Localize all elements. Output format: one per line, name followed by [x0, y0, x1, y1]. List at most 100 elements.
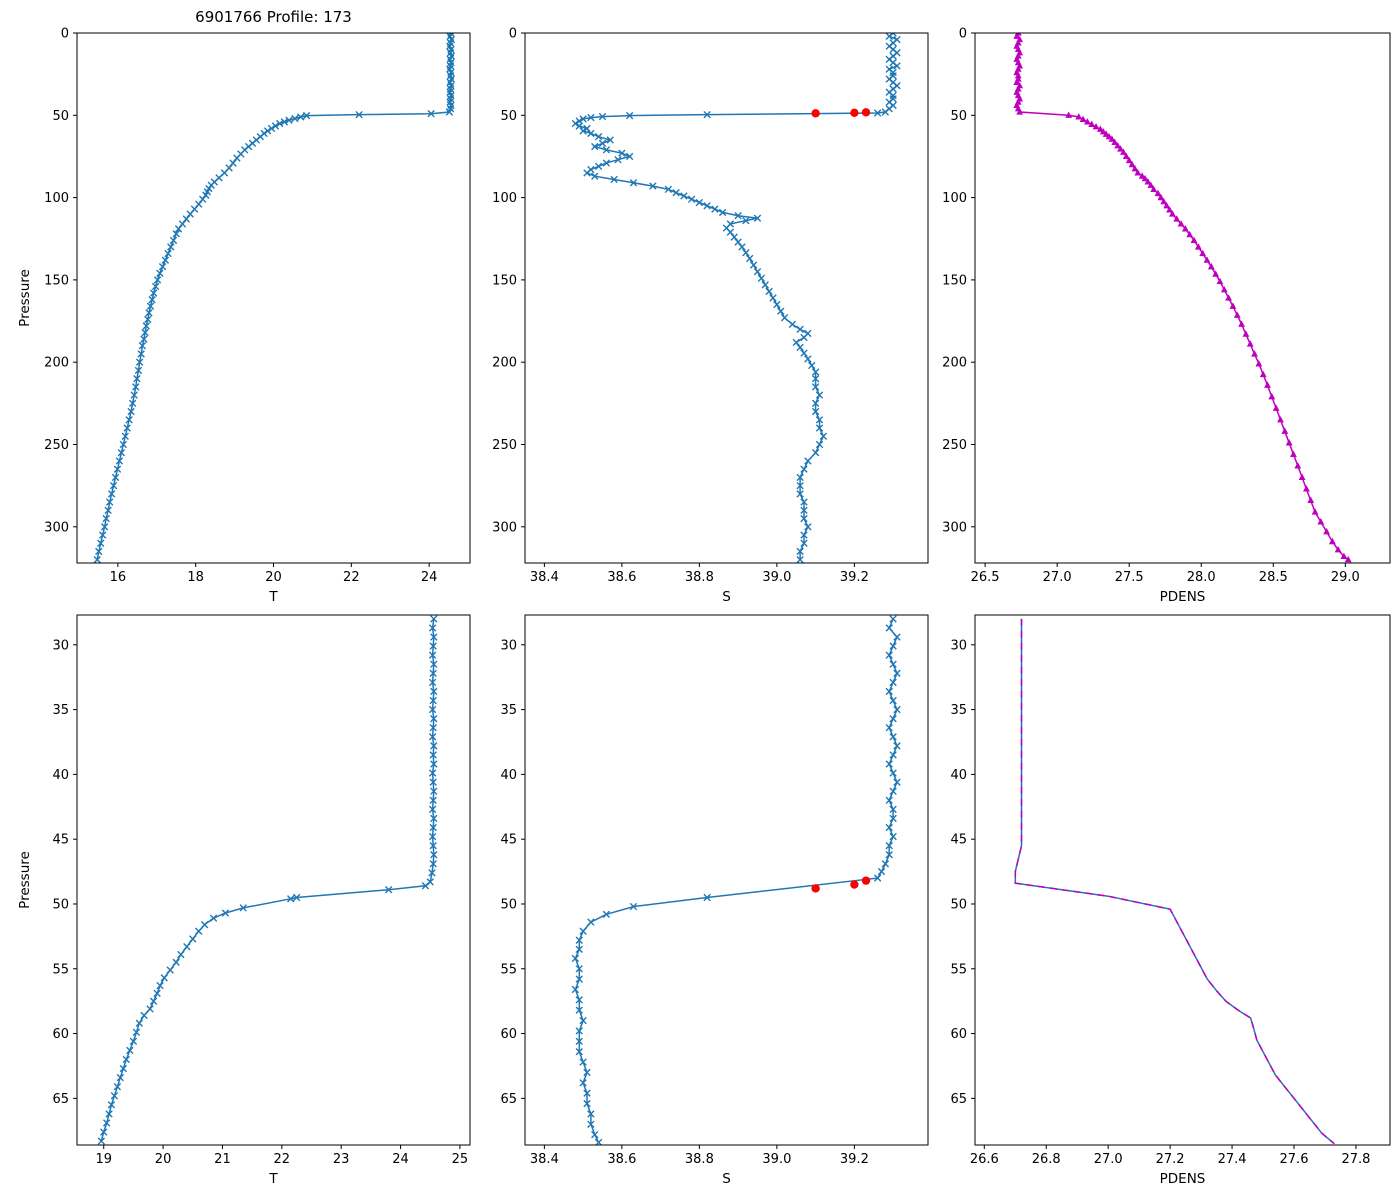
y-tick-label: 200 — [942, 356, 967, 371]
x-tick-label: 23 — [333, 1152, 350, 1167]
y-tick-label: 300 — [942, 520, 967, 535]
x-tick-label: 24 — [421, 570, 438, 585]
x-axis-label: S — [722, 589, 731, 605]
series-markers-salinity-flagged — [811, 876, 871, 893]
x-tick-label: 18 — [187, 570, 204, 585]
y-tick-label: 300 — [44, 520, 69, 535]
x-tick-label: 27.0 — [1043, 570, 1072, 585]
x-tick-label: 24 — [392, 1152, 409, 1167]
axes-frame — [974, 32, 1391, 564]
y-tick-label: 40 — [500, 768, 517, 783]
x-tick-label: 28.5 — [1259, 570, 1288, 585]
y-tick-label: 250 — [492, 438, 517, 453]
x-tick-label: 29.0 — [1331, 570, 1360, 585]
x-tick-label: 20 — [155, 1152, 172, 1167]
x-tick-label: 27.6 — [1280, 1152, 1309, 1167]
x-tick-label: 38.8 — [685, 1152, 714, 1167]
x-tick-label: 22 — [343, 570, 360, 585]
y-tick-label: 35 — [500, 703, 517, 718]
series-line-potential-density-dashed — [1014, 618, 1335, 1145]
y-axis-label: Pressure — [17, 269, 33, 327]
y-axis-label: Pressure — [17, 851, 33, 909]
x-tick-label: 38.8 — [685, 570, 714, 585]
series-markers-potential-density — [1013, 33, 1352, 563]
chart-pdens-zoom: 26.6 26.8 27.0 27.2 27.4 27.6 27.8 30 35 40 45 50 55… — [950, 614, 1391, 1187]
y-tick-label: 100 — [942, 191, 967, 206]
y-tick-label: 50 — [500, 897, 517, 912]
y-tick-label: 50 — [52, 897, 69, 912]
y-tick-label: 60 — [500, 1027, 517, 1042]
y-tick-label: 0 — [509, 27, 517, 42]
x-tick-label: 38.4 — [530, 570, 559, 585]
y-tick-label: 250 — [942, 438, 967, 453]
series-line-potential-density — [1015, 33, 1349, 561]
y-tick-label: 55 — [500, 962, 517, 977]
x-axis-label: T — [268, 1171, 278, 1187]
chart-salinity-full: 38.4 38.6 38.8 39.0 39.2 0 50 100 150 200 250 300 S — [492, 27, 929, 605]
axes-frame — [524, 614, 929, 1146]
y-tick-label: 65 — [950, 1092, 967, 1107]
y-tick-label: 30 — [500, 638, 517, 653]
series-line-salinity — [574, 618, 898, 1143]
x-tick-label: 27.4 — [1218, 1152, 1247, 1167]
y-tick-label: 50 — [500, 109, 517, 124]
y-tick-label: 50 — [52, 109, 69, 124]
y-tick-label: 45 — [950, 833, 967, 848]
x-tick-label: 27.0 — [1094, 1152, 1123, 1167]
x-tick-label: 38.6 — [607, 1152, 636, 1167]
x-axis-label: PDENS — [1160, 1171, 1206, 1187]
y-tick-label: 45 — [52, 833, 69, 848]
y-tick-label: 65 — [52, 1092, 69, 1107]
y-tick-label: 300 — [492, 520, 517, 535]
y-tick-label: 30 — [52, 638, 69, 653]
y-tick-label: 0 — [959, 27, 967, 42]
y-tick-label: 35 — [950, 703, 967, 718]
chart-temperature-zoom: 19 20 21 22 23 24 25 30 35 40 45 50 55 60 65 T Pressure — [17, 614, 471, 1187]
x-tick-label: 28.0 — [1187, 570, 1216, 585]
y-tick-label: 65 — [500, 1092, 517, 1107]
series-line-temperature — [100, 618, 435, 1142]
series-line-potential-density-solid — [1014, 618, 1335, 1145]
x-tick-label: 39.0 — [762, 1152, 791, 1167]
y-tick-label: 50 — [950, 897, 967, 912]
y-tick-label: 45 — [500, 833, 517, 848]
axes-frame — [524, 32, 929, 564]
y-tick-label: 250 — [44, 438, 69, 453]
x-tick-label: 27.2 — [1156, 1152, 1185, 1167]
series-markers-salinity — [571, 615, 901, 1145]
y-tick-label: 35 — [52, 703, 69, 718]
x-tick-label: 38.6 — [607, 570, 636, 585]
x-tick-label: 26.6 — [970, 1152, 999, 1167]
axes-frame — [974, 614, 1391, 1146]
y-tick-label: 150 — [44, 273, 69, 288]
x-tick-label: 26.5 — [971, 570, 1000, 585]
y-tick-label: 60 — [950, 1027, 967, 1042]
y-tick-label: 30 — [950, 638, 967, 653]
x-tick-label: 38.4 — [530, 1152, 559, 1167]
series-markers-salinity — [571, 33, 901, 563]
y-tick-label: 55 — [52, 962, 69, 977]
y-tick-label: 55 — [950, 962, 967, 977]
x-tick-label: 27.8 — [1341, 1152, 1370, 1167]
x-tick-label: 16 — [110, 570, 127, 585]
y-tick-label: 50 — [950, 109, 967, 124]
axes-frame — [76, 614, 471, 1146]
chart-temperature-full: 16 18 20 22 24 0 50 100 150 200 250 300 T Pressure — [17, 27, 471, 605]
chart-pdens-full: 26.5 27.0 27.5 28.0 28.5 29.0 0 50 100 150 200 250 3… — [942, 27, 1391, 605]
y-tick-label: 200 — [44, 356, 69, 371]
figure-title: 6901766 Profile: 173 — [195, 8, 352, 26]
x-tick-label: 27.5 — [1115, 570, 1144, 585]
y-tick-label: 100 — [44, 191, 69, 206]
x-tick-label: 39.0 — [762, 570, 791, 585]
x-tick-label: 39.2 — [840, 570, 869, 585]
y-tick-label: 200 — [492, 356, 517, 371]
y-tick-label: 60 — [52, 1027, 69, 1042]
x-tick-label: 22 — [274, 1152, 291, 1167]
x-tick-label: 20 — [265, 570, 282, 585]
x-tick-label: 21 — [214, 1152, 231, 1167]
series-markers-temperature — [93, 33, 456, 563]
x-axis-label: T — [268, 589, 278, 605]
x-tick-label: 25 — [452, 1152, 469, 1167]
